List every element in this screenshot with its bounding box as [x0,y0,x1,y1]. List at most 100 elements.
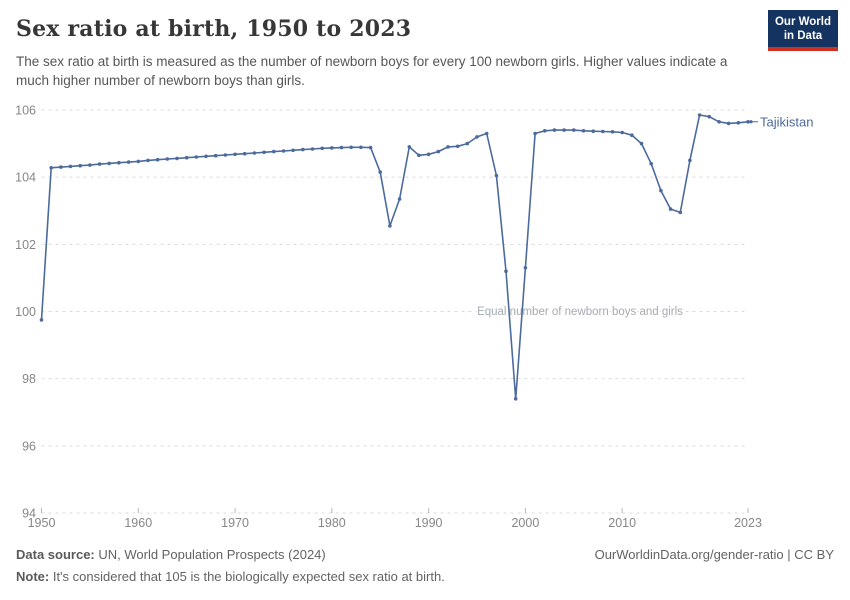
data-point-marker[interactable] [107,161,111,166]
data-point-marker[interactable] [272,149,276,154]
data-point-marker[interactable] [165,157,170,161]
data-point-marker[interactable] [484,131,489,136]
x-tick-label: 1970 [221,516,249,530]
data-point-marker[interactable] [465,141,470,146]
data-point-marker[interactable] [717,120,721,124]
data-point-marker[interactable] [533,131,537,136]
data-point-marker[interactable] [736,121,741,125]
entity-label-tajikistan[interactable]: Tajikistan [760,114,813,129]
data-point-marker[interactable] [242,151,247,156]
chart-subtitle: The sex ratio at birth is measured as th… [16,54,728,88]
data-point-marker[interactable] [194,155,199,159]
equal-ratio-annotation: Equal number of newborn boys and girls [477,306,683,318]
data-point-marker[interactable] [223,153,228,157]
data-point-marker[interactable] [397,197,402,201]
x-tick-label: 1960 [124,516,152,530]
data-point-marker[interactable] [513,397,518,401]
y-tick-label: 102 [15,238,36,252]
data-point-marker[interactable] [68,164,73,169]
data-point-marker[interactable] [581,129,586,133]
y-tick-label: 96 [22,439,36,453]
series-line[interactable] [40,114,749,400]
data-point-marker[interactable] [417,153,421,158]
data-point-marker[interactable] [610,130,615,134]
data-point-marker[interactable] [746,120,750,124]
owid-logo[interactable]: Our World in Data [768,10,838,51]
footer-source-label: Data source: [16,547,95,562]
data-point-marker[interactable] [562,128,566,132]
data-point-marker[interactable] [678,210,683,215]
data-point-marker[interactable] [339,145,344,150]
data-point-marker[interactable] [697,113,702,117]
data-point-marker[interactable] [49,166,53,170]
data-point-marker[interactable] [475,135,479,139]
data-point-marker[interactable] [494,173,499,178]
data-point-marker[interactable] [726,121,731,126]
data-point-marker[interactable] [572,128,576,132]
data-point-marker[interactable] [649,161,653,166]
data-point-marker[interactable] [78,163,82,168]
data-point-marker[interactable] [310,147,315,151]
data-point-marker[interactable] [291,148,295,153]
data-point-marker[interactable] [252,151,257,155]
data-point-marker[interactable] [204,154,208,159]
data-point-marker[interactable] [97,162,102,166]
data-point-marker[interactable] [136,159,141,164]
data-point-marker[interactable] [320,146,325,151]
footer-link[interactable]: OurWorldinData.org/gender-ratio | CC BY [594,547,834,562]
data-point-marker[interactable] [523,266,528,270]
y-tick-label: 94 [22,507,36,521]
data-point-marker[interactable] [601,129,605,134]
x-tick-label: 2010 [608,516,636,530]
data-point-marker[interactable] [330,146,334,150]
footer-source: Data source: UN, World Population Prospe… [16,547,326,562]
data-point-marker[interactable] [262,150,266,155]
data-point-marker[interactable] [368,145,373,150]
data-point-marker[interactable] [504,269,508,274]
x-tick-label: 2000 [511,516,539,530]
data-point-marker[interactable] [388,224,392,228]
data-point-marker[interactable] [281,149,286,153]
data-point-marker[interactable] [455,144,460,149]
data-point-marker[interactable] [668,207,673,211]
page-title: Sex ratio at birth, 1950 to 2023 [16,16,412,42]
y-tick-label: 106 [15,104,36,118]
data-point-marker[interactable] [688,158,692,163]
series-tajikistan[interactable] [39,113,750,401]
data-point-marker[interactable] [378,170,383,174]
footer-source-text: UN, World Population Prospects (2024) [94,547,326,562]
data-point-marker[interactable] [620,130,624,135]
data-point-marker[interactable] [359,145,363,150]
data-point-marker[interactable] [446,145,450,149]
data-point-marker[interactable] [175,156,179,161]
data-point-marker[interactable] [146,158,150,163]
data-point-marker[interactable] [591,129,595,133]
data-point-marker[interactable] [88,163,92,167]
data-point-marker[interactable] [213,153,218,158]
data-point-marker[interactable] [426,152,431,157]
data-point-marker[interactable] [436,149,441,154]
data-point-marker[interactable] [233,152,237,157]
y-tick-label: 100 [15,305,36,319]
data-point-marker[interactable] [301,147,305,152]
data-point-marker[interactable] [707,114,712,119]
x-tick-label: 1950 [28,516,56,530]
data-point-marker[interactable] [126,160,131,164]
data-point-marker[interactable] [639,141,644,146]
data-point-marker[interactable] [659,188,663,193]
data-point-marker[interactable] [117,160,121,165]
x-tick-label: 1990 [415,516,443,530]
owid-logo-line1: Our World [774,16,831,28]
data-point-marker[interactable] [630,133,634,137]
data-point-marker[interactable] [349,145,354,150]
data-point-marker[interactable] [407,145,412,149]
data-point-marker[interactable] [59,165,63,169]
owid-logo-line2: in Data [783,30,823,42]
data-point-marker[interactable] [552,128,557,132]
data-point-marker[interactable] [155,157,160,162]
data-point-marker[interactable] [39,318,44,322]
data-point-marker[interactable] [184,155,189,160]
data-point-marker[interactable] [543,129,547,133]
